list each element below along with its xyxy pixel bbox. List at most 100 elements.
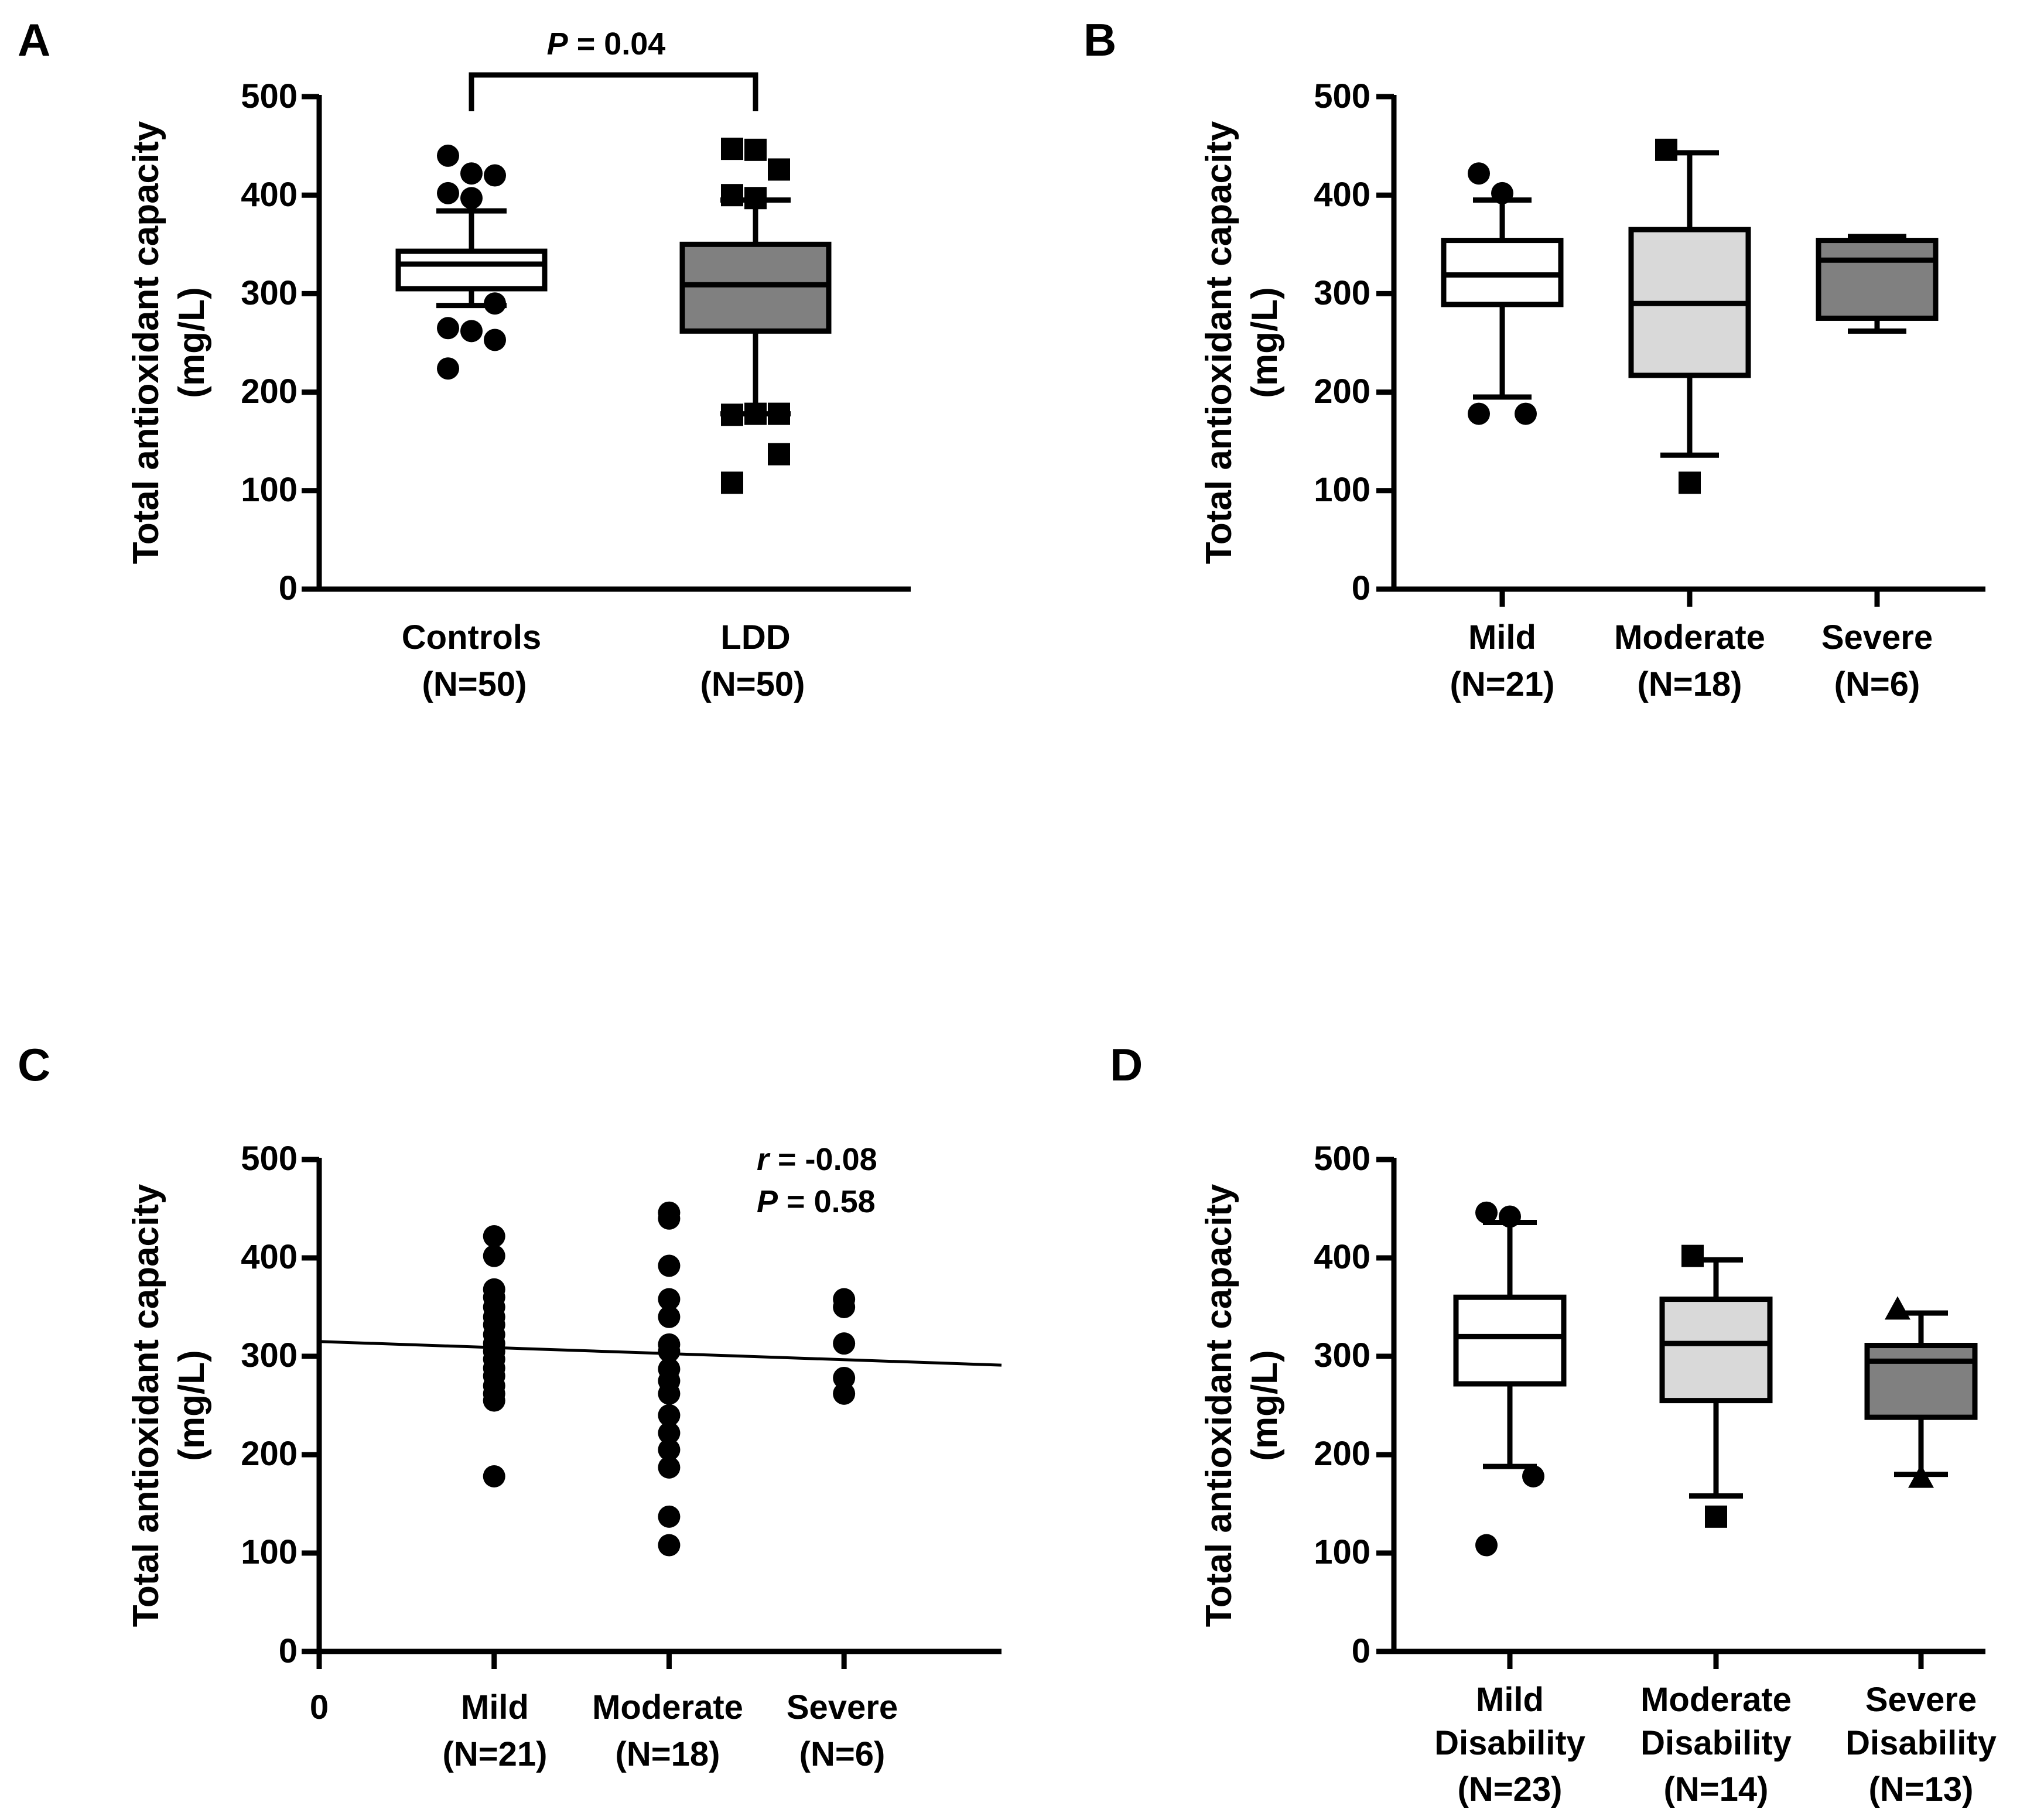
panel-a-y-title-line1: Total antioxidant capacity: [126, 121, 166, 564]
panel-a-p-text: = 0.04: [568, 26, 666, 61]
panel-c-points: [319, 1201, 1002, 1557]
panel-c-p-text: = 0.58: [778, 1184, 876, 1219]
panel-d-y-tick-label: 0: [1352, 1632, 1370, 1670]
panel-a-y-tick-labels: 0 100 200 300 400 500: [241, 77, 298, 607]
panel-d-category-label2: Disability: [1434, 1724, 1585, 1762]
panel-c-category-label: Moderate: [592, 1688, 743, 1726]
panel-c-scatter-point: [658, 1534, 681, 1557]
panel-b-y-tick-label: 300: [1314, 274, 1370, 312]
panel-a-y-tick-label: 200: [241, 372, 298, 411]
panel-c-scatter-point: [483, 1389, 505, 1412]
panel-d-outlier-point: [1522, 1465, 1544, 1487]
panel-a-outlier-point: [744, 138, 767, 161]
panel-b-y-tick-label: 200: [1314, 372, 1370, 411]
panel-c-x-zero-label: 0: [310, 1688, 329, 1726]
panel-c-category-label: Severe: [787, 1688, 898, 1726]
panel-b-outlier-point: [1468, 162, 1490, 185]
panel-a-p-italic: P: [547, 26, 569, 61]
panel-a-outlier-point: [437, 144, 459, 167]
panel-a-outlier-point: [437, 317, 459, 340]
panel-b-outlier-point: [1679, 471, 1701, 494]
panel-a-box-group-1: [395, 144, 548, 380]
panel-c-scatter-point: [658, 1422, 681, 1445]
panel-b-outlier-point: [1468, 402, 1490, 425]
panel-a-axes: [302, 94, 911, 592]
panel-d-category-label: Severe: [1865, 1681, 1977, 1719]
panel-d-box-group-3: [1864, 1296, 1978, 1488]
panel-c-y-tick-label: 200: [241, 1435, 298, 1473]
panel-a-significance-bracket: [469, 72, 758, 111]
panel-c-y-tick-label: 500: [241, 1140, 298, 1178]
panel-c-p-value: P = 0.58: [757, 1184, 876, 1219]
panel-a-outlier-point: [721, 471, 743, 494]
panel-c-y-title-line2: (mg/L): [172, 1350, 212, 1461]
panel-a-outlier-point: [768, 158, 790, 181]
panel-c-scatter-point: [483, 1225, 505, 1248]
panel-c-r-value: r = -0.08: [757, 1142, 877, 1177]
panel-b-outlier-point: [1655, 138, 1677, 161]
panel-b: B Total antioxidant capacity (mg/L) 0 10…: [1083, 14, 1933, 703]
panel-c-category-n: (N=6): [799, 1735, 886, 1773]
panel-a-box: [679, 241, 832, 334]
panel-c-scatter-point: [658, 1404, 681, 1427]
panel-d-y-tick-label: 500: [1314, 1140, 1370, 1178]
panel-c-p-italic: P: [757, 1184, 778, 1219]
panel-d-y-title: Total antioxidant capacity (mg/L): [1199, 1184, 1285, 1627]
panel-a-outlier-point: [484, 164, 506, 187]
panel-c-scatter-point: [658, 1456, 681, 1479]
panel-b-box: [1816, 238, 1939, 321]
panel-c-y-tick-label: 100: [241, 1533, 298, 1571]
panel-b-category-n: (N=6): [1834, 665, 1920, 703]
panel-a-outlier-point: [484, 329, 506, 351]
panel-d-outlier-point: [1475, 1534, 1498, 1557]
panel-d-outlier-point: [1499, 1205, 1521, 1228]
panel-a-box-group-2: [679, 138, 832, 494]
panel-a-box: [395, 248, 548, 292]
panel-c-scatter-point: [658, 1254, 681, 1277]
panel-c-scatter-point: [833, 1332, 856, 1355]
panel-a-outlier-point: [460, 320, 483, 343]
panel-a-p-value: P = 0.04: [547, 26, 666, 61]
panel-d: D Total antioxidant capacity (mg/L) 0 10…: [1110, 1039, 1997, 1808]
panel-d-box-group-1: [1453, 1201, 1567, 1557]
panel-b-category-n: (N=21): [1450, 665, 1555, 703]
panel-a-y-tick-label: 400: [241, 176, 298, 214]
panel-d-y-tick-label: 200: [1314, 1435, 1370, 1473]
panel-c-y-tick-labels: 0 100 200 300 400 500: [241, 1140, 298, 1670]
panel-d-category-label2: Disability: [1640, 1724, 1792, 1762]
panel-a-outlier-point: [744, 187, 767, 210]
panel-d-y-tick-label: 100: [1314, 1533, 1370, 1571]
panel-c-category-label: Mild: [461, 1688, 529, 1726]
panel-a-bracket-line: [469, 72, 758, 111]
panel-a-y-title-line2: (mg/L): [172, 287, 212, 398]
panel-d-box: [1453, 1294, 1567, 1387]
panel-a-outlier-point: [768, 402, 790, 425]
panel-b-box-group-2: [1628, 138, 1751, 494]
panel-a-category-label: LDD: [720, 618, 790, 656]
panel-d-y-tick-labels: 0 100 200 300 400 500: [1314, 1140, 1370, 1670]
panel-b-category-n: (N=18): [1638, 665, 1742, 703]
panel-d-outlier-point: [1475, 1201, 1498, 1224]
panel-d-y-tick-label: 300: [1314, 1336, 1370, 1374]
panel-a-outlier-point: [721, 138, 743, 160]
panel-a-y-tick-label: 300: [241, 274, 298, 312]
panel-d-box: [1659, 1297, 1773, 1404]
panel-c-scatter-point: [658, 1305, 681, 1328]
panel-c-scatter-point: [658, 1207, 681, 1230]
panel-c-scatter-point: [658, 1505, 681, 1528]
panel-c-scatter-point: [833, 1366, 856, 1389]
panel-b-category-label: Mild: [1468, 618, 1536, 656]
panel-d-outlier-point: [1705, 1505, 1727, 1528]
panel-c-category-n: (N=21): [443, 1735, 548, 1773]
panel-b-y-tick-label: 100: [1314, 471, 1370, 509]
panel-b-category-labels: Mild (N=21) Moderate (N=18) Severe (N=6): [1450, 618, 1933, 703]
panel-a-outlier-point: [484, 292, 506, 315]
panel-b-y-tick-labels: 0 100 200 300 400 500: [1314, 77, 1370, 607]
panel-b-box-group-1: [1441, 162, 1564, 425]
panel-c-letter: C: [18, 1039, 50, 1090]
panel-a-outlier-point: [460, 162, 483, 185]
panel-d-box: [1864, 1343, 1978, 1420]
panel-c-y-tick-label: 400: [241, 1238, 298, 1276]
panel-a-y-title: Total antioxidant capacity (mg/L): [126, 121, 212, 564]
